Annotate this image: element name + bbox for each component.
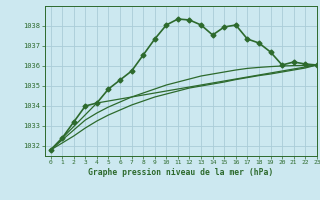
X-axis label: Graphe pression niveau de la mer (hPa): Graphe pression niveau de la mer (hPa) [88,168,273,177]
